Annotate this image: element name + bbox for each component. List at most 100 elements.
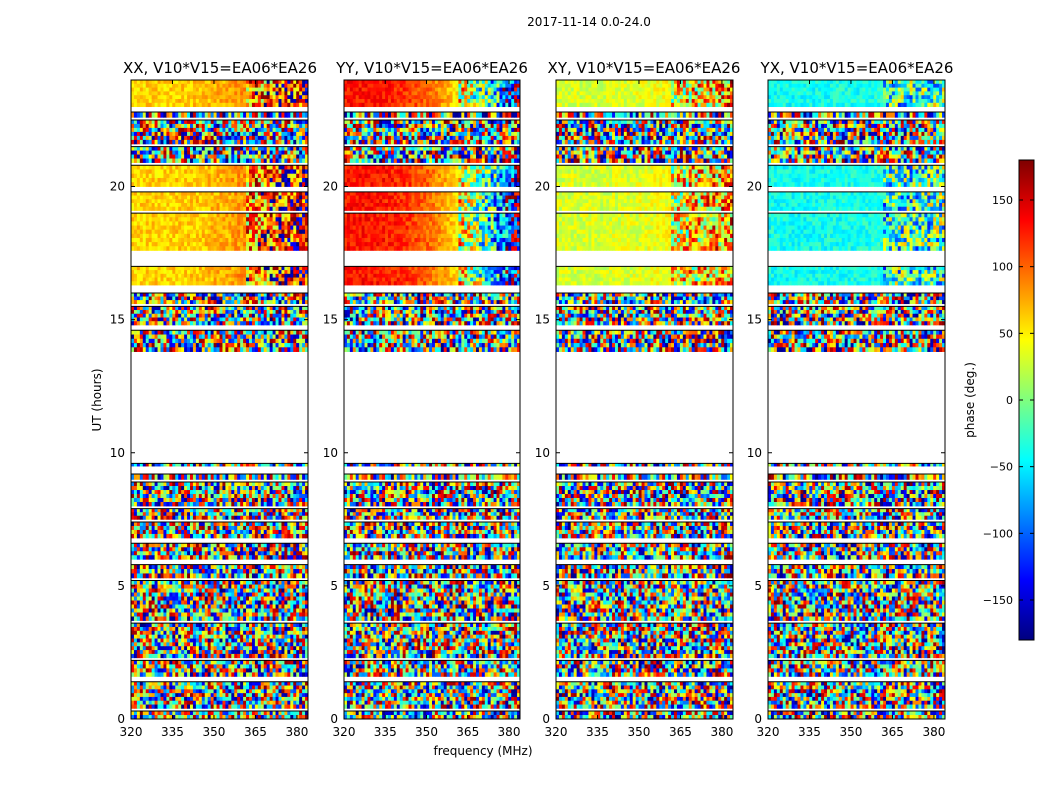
heatmap-cell (246, 592, 250, 597)
heatmap-cell (157, 246, 161, 251)
heatmap-cell (178, 330, 182, 335)
heatmap-cell (234, 564, 238, 570)
heatmap-cell (281, 225, 285, 231)
heatmap-cell (305, 634, 309, 639)
heatmap-cell (231, 195, 235, 200)
heatmap-cell (195, 486, 200, 491)
heatmap-cell (243, 463, 247, 467)
heatmap-cell (190, 693, 194, 698)
heatmap-cell (278, 573, 282, 579)
heatmap-cell (131, 584, 135, 589)
heatmap-cell (272, 634, 276, 639)
heatmap-cell (296, 508, 300, 513)
heatmap-cell (151, 580, 155, 585)
heatmap-cell (299, 281, 303, 286)
heatmap-cell (263, 584, 268, 589)
heatmap-cell (201, 321, 206, 326)
heatmap-cell (190, 592, 194, 597)
heatmap-cell (190, 525, 194, 531)
heatmap-cell (145, 672, 150, 677)
heatmap-cell (169, 623, 173, 628)
heatmap-cell (281, 672, 285, 677)
heatmap-cell (213, 310, 217, 315)
heatmap-cell (263, 502, 268, 507)
heatmap-cell (157, 321, 161, 326)
heatmap-cell (139, 616, 144, 621)
heatmap-cell (207, 330, 212, 335)
heatmap-cell (237, 521, 241, 527)
heatmap-cell (243, 296, 247, 301)
heatmap-cell (254, 502, 259, 507)
heatmap-cell (207, 246, 212, 251)
heatmap-cell (263, 515, 268, 520)
heatmap-cell (204, 217, 209, 222)
heatmap-cell (216, 494, 220, 499)
heatmap-cell (290, 580, 294, 585)
heatmap-cell (172, 711, 176, 716)
heatmap-cell (225, 347, 229, 352)
heatmap-cell (222, 672, 226, 677)
heatmap-cell (148, 604, 153, 609)
heatmap-cell (201, 498, 206, 503)
heatmap-cell (190, 653, 194, 659)
heatmap-cell (136, 592, 141, 597)
heatmap-cell (272, 533, 276, 539)
heatmap-cell (275, 700, 279, 705)
heatmap-cell (251, 685, 256, 690)
heatmap-cell (251, 672, 256, 677)
heatmap-cell (222, 512, 226, 517)
heatmap-cell (154, 296, 158, 301)
heatmap-cell (234, 525, 238, 531)
heatmap-cell (299, 668, 303, 673)
heatmap-cell (198, 689, 203, 694)
heatmap-cell (293, 533, 297, 539)
heatmap-cell (272, 347, 276, 352)
heatmap-cell (166, 668, 170, 673)
heatmap-cell (263, 221, 268, 226)
heatmap-cell (269, 502, 273, 507)
heatmap-cell (299, 515, 303, 520)
heatmap-cell (278, 486, 282, 491)
heatmap-cell (237, 596, 241, 601)
heatmap-cell (166, 547, 170, 552)
heatmap-cell (213, 233, 217, 239)
heatmap-cell (175, 306, 179, 311)
heatmap-cell (290, 310, 294, 315)
heatmap-cell (260, 693, 265, 698)
heatmap-cell (240, 642, 244, 647)
heatmap-cell (299, 191, 303, 196)
heatmap-cell (145, 584, 150, 589)
heatmap-cell (172, 515, 176, 520)
heatmap-cell (213, 564, 217, 570)
heatmap-cell (272, 233, 276, 239)
heatmap-cell (169, 296, 173, 301)
heatmap-cell (172, 653, 176, 659)
heatmap-cell (302, 529, 306, 535)
heatmap-cell (201, 627, 206, 632)
heatmap-cell (237, 321, 241, 326)
heatmap-cell (225, 564, 229, 570)
heatmap-cell (228, 482, 232, 487)
heatmap-cell (260, 221, 265, 226)
heatmap-cell (204, 551, 209, 556)
heatmap-cell (237, 237, 241, 243)
heatmap-cell (139, 482, 144, 487)
heatmap-cell (234, 246, 238, 251)
heatmap-cell (142, 281, 147, 286)
heatmap-cell (157, 213, 161, 218)
heatmap-cell (284, 704, 288, 709)
heatmap-cell (228, 715, 232, 720)
heatmap-cell (293, 242, 297, 247)
heatmap-cell (278, 293, 282, 297)
heatmap-cell (275, 191, 279, 196)
heatmap-cell (240, 486, 244, 491)
heatmap-cell (139, 596, 144, 601)
heatmap-cell (216, 533, 220, 539)
heatmap-cell (287, 229, 291, 235)
heatmap-cell (204, 668, 209, 673)
heatmap-cell (278, 533, 282, 539)
heatmap-cell (278, 696, 282, 702)
heatmap-cell (157, 512, 161, 517)
heatmap-cell (190, 502, 194, 507)
heatmap-cell (299, 321, 303, 326)
